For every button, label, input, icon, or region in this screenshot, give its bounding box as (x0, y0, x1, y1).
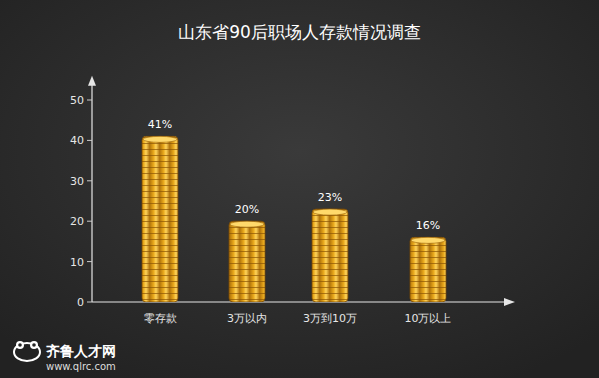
x-tick-label: 10万以上 (405, 312, 452, 325)
y-tick-label: 10 (70, 256, 84, 269)
x-axis-arrow (504, 298, 515, 306)
y-tick (87, 100, 92, 101)
bar (142, 136, 178, 302)
y-tick (87, 302, 92, 303)
y-tick (87, 140, 92, 141)
y-axis (91, 80, 92, 302)
coin-top (411, 237, 445, 243)
data-label: 41% (148, 118, 172, 131)
y-tick-label: 30 (70, 175, 84, 188)
y-tick (87, 180, 92, 181)
x-tick-label: 零存款 (144, 312, 177, 325)
y-tick-label: 0 (77, 296, 84, 309)
data-label: 16% (416, 219, 440, 232)
coin-top (143, 136, 177, 142)
bars (142, 136, 446, 302)
data-label: 23% (318, 191, 342, 204)
y-tick-label: 40 (70, 134, 84, 147)
logo-name: 齐鲁人才网 (46, 343, 116, 359)
y-tick (87, 261, 92, 262)
x-tick-label: 3万以内 (227, 312, 267, 325)
y-axis-arrow (88, 76, 96, 86)
bar (229, 221, 265, 302)
logo (14, 341, 40, 361)
coin-top (313, 209, 347, 215)
title: 山东省90后职场人存款情况调查 (178, 22, 421, 42)
bar (410, 237, 446, 302)
logo-url: www.qlrc.com (46, 361, 116, 372)
bar (312, 209, 348, 302)
x-tick-label: 3万到10万 (303, 312, 357, 325)
y-tick-label: 50 (70, 94, 84, 107)
background (0, 0, 599, 378)
y-tick-label: 20 (70, 215, 84, 228)
coin-top (230, 221, 264, 227)
data-label: 20% (235, 203, 259, 216)
y-tick (87, 221, 92, 222)
